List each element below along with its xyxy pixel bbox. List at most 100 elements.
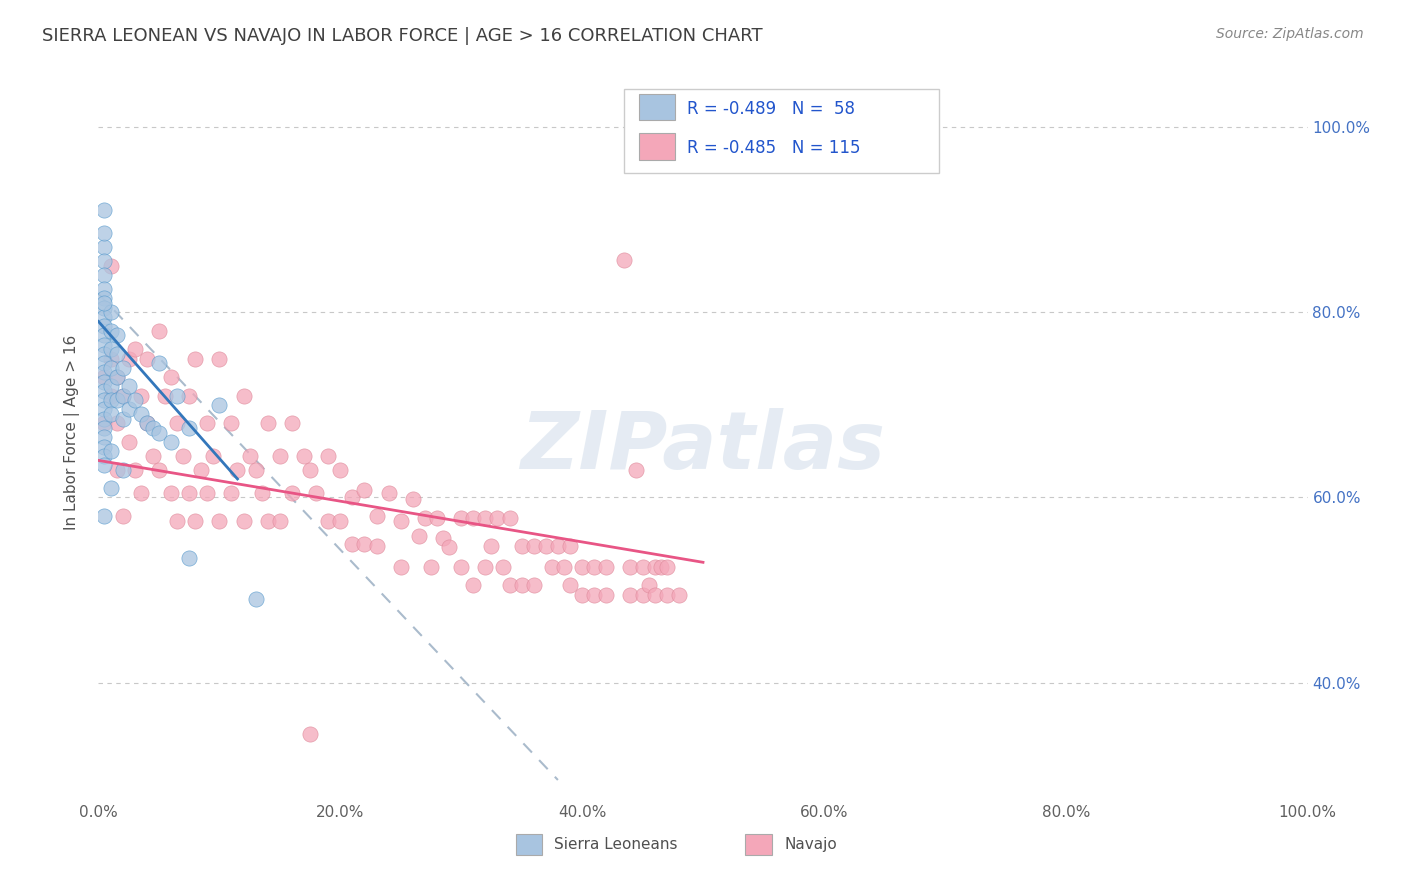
Point bbox=[389, 560, 412, 574]
Point bbox=[124, 463, 146, 477]
Point bbox=[190, 463, 212, 477]
Point bbox=[420, 560, 443, 574]
Point bbox=[558, 578, 581, 592]
Point bbox=[463, 578, 485, 592]
Point bbox=[111, 508, 134, 523]
Point bbox=[481, 539, 503, 553]
Point bbox=[523, 578, 546, 592]
Point bbox=[93, 402, 115, 417]
Point bbox=[100, 444, 122, 458]
Point bbox=[129, 486, 152, 500]
Point bbox=[100, 324, 122, 338]
Point bbox=[571, 560, 593, 574]
Point bbox=[153, 388, 176, 402]
Point bbox=[474, 560, 496, 574]
Point bbox=[553, 560, 575, 574]
Point bbox=[100, 343, 122, 357]
Point bbox=[129, 388, 152, 402]
Point bbox=[93, 430, 115, 444]
Point bbox=[353, 483, 375, 497]
Point bbox=[299, 463, 322, 477]
Text: R = -0.485   N = 115: R = -0.485 N = 115 bbox=[688, 139, 860, 157]
Point bbox=[93, 254, 115, 268]
Point bbox=[474, 511, 496, 525]
Point bbox=[105, 370, 128, 384]
Point bbox=[118, 402, 141, 417]
Point bbox=[93, 328, 115, 343]
Point bbox=[269, 449, 291, 463]
Text: Sierra Leoneans: Sierra Leoneans bbox=[554, 837, 678, 852]
Point bbox=[93, 268, 115, 282]
Point bbox=[202, 449, 225, 463]
Point bbox=[118, 379, 141, 393]
Point bbox=[583, 560, 606, 574]
Point bbox=[239, 449, 262, 463]
Point bbox=[93, 458, 115, 472]
Point bbox=[142, 449, 165, 463]
Point bbox=[366, 508, 388, 523]
Point bbox=[111, 360, 134, 375]
Point bbox=[486, 511, 509, 525]
Point bbox=[93, 296, 115, 310]
Point bbox=[160, 486, 183, 500]
Point bbox=[111, 388, 134, 402]
Point bbox=[129, 407, 152, 421]
Point bbox=[655, 588, 678, 602]
Point bbox=[232, 514, 254, 528]
Point bbox=[93, 366, 115, 380]
Point bbox=[93, 449, 115, 463]
Point bbox=[637, 578, 659, 592]
Point bbox=[124, 393, 146, 408]
Point bbox=[105, 463, 128, 477]
Point bbox=[316, 449, 339, 463]
Point bbox=[111, 463, 134, 477]
Point bbox=[148, 463, 170, 477]
Point bbox=[100, 388, 122, 402]
Point bbox=[329, 463, 352, 477]
Point bbox=[100, 407, 122, 421]
Point bbox=[245, 592, 267, 607]
Point bbox=[179, 550, 201, 565]
Point bbox=[377, 486, 399, 500]
Point bbox=[142, 421, 165, 435]
Point bbox=[353, 537, 375, 551]
Point bbox=[93, 240, 115, 254]
Point bbox=[105, 370, 128, 384]
Point bbox=[668, 588, 690, 602]
Point bbox=[316, 514, 339, 528]
Point bbox=[342, 491, 364, 505]
Text: ZIPatlas: ZIPatlas bbox=[520, 408, 886, 486]
Point bbox=[166, 514, 188, 528]
Point bbox=[208, 351, 231, 366]
Point bbox=[93, 421, 115, 435]
Point bbox=[135, 351, 157, 366]
Point bbox=[166, 388, 188, 402]
Point bbox=[93, 319, 115, 334]
Text: Source: ZipAtlas.com: Source: ZipAtlas.com bbox=[1216, 27, 1364, 41]
Point bbox=[179, 388, 201, 402]
Point bbox=[631, 560, 654, 574]
Point bbox=[93, 417, 115, 431]
FancyBboxPatch shape bbox=[638, 134, 675, 160]
Text: SIERRA LEONEAN VS NAVAJO IN LABOR FORCE | AGE > 16 CORRELATION CHART: SIERRA LEONEAN VS NAVAJO IN LABOR FORCE … bbox=[42, 27, 763, 45]
Point bbox=[160, 370, 183, 384]
Point bbox=[498, 578, 520, 592]
Point bbox=[644, 588, 666, 602]
Point bbox=[208, 398, 231, 412]
Point bbox=[166, 417, 188, 431]
Point bbox=[105, 393, 128, 408]
Point bbox=[179, 421, 201, 435]
Point bbox=[93, 356, 115, 370]
Point bbox=[450, 511, 472, 525]
Point bbox=[208, 514, 231, 528]
Text: Navajo: Navajo bbox=[785, 837, 837, 852]
Point bbox=[292, 449, 315, 463]
Point bbox=[148, 324, 170, 338]
FancyBboxPatch shape bbox=[624, 89, 939, 172]
Point bbox=[281, 486, 304, 500]
Point bbox=[498, 511, 520, 525]
Point bbox=[510, 578, 533, 592]
Point bbox=[256, 417, 278, 431]
Point bbox=[595, 560, 617, 574]
Point bbox=[571, 588, 593, 602]
